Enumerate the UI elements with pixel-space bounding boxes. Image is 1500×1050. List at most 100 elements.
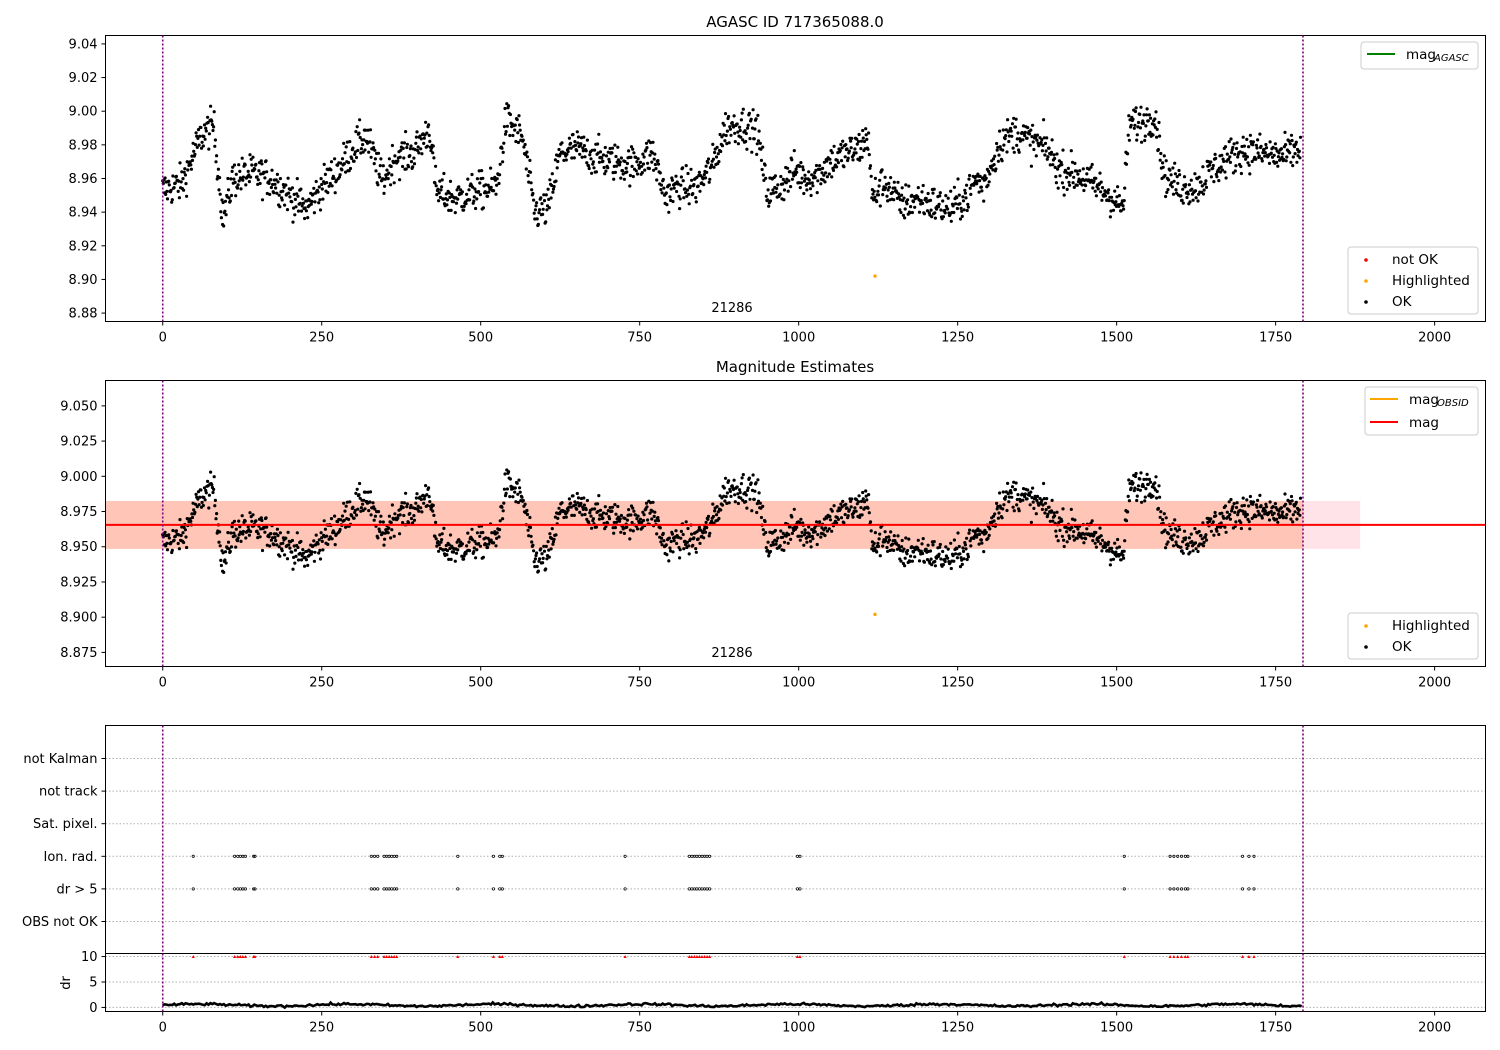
- ok-point: [183, 167, 187, 171]
- ok-point: [750, 509, 754, 513]
- ok-point: [564, 158, 568, 162]
- ok-point: [1201, 165, 1205, 169]
- ok-point: [299, 209, 304, 213]
- ok-point: [211, 128, 215, 133]
- ok-point: [1194, 547, 1198, 551]
- ok-point: [1136, 487, 1140, 492]
- ok-point: [924, 547, 928, 552]
- ok-point: [213, 144, 217, 148]
- ok-point: [860, 155, 864, 159]
- x-tick-label: 500: [468, 331, 493, 346]
- ok-point: [961, 195, 965, 199]
- ok-point: [386, 177, 390, 181]
- ok-point: [515, 481, 519, 485]
- ok-point: [1032, 506, 1036, 510]
- ok-point: [371, 501, 375, 505]
- ok-point: [1009, 491, 1013, 495]
- ok-point: [1190, 187, 1194, 191]
- ok-point: [264, 516, 268, 520]
- ok-point: [1071, 534, 1075, 538]
- ok-point: [273, 182, 277, 186]
- ok-point: [1235, 141, 1239, 145]
- ok-point: [902, 196, 906, 200]
- ok-point: [779, 174, 783, 179]
- ok-point: [1258, 132, 1262, 136]
- ok-point: [679, 175, 684, 179]
- ok-point: [573, 140, 577, 144]
- ok-point: [1166, 540, 1170, 544]
- ok-point: [415, 130, 419, 134]
- ok-point: [621, 169, 625, 173]
- ok-point: [644, 141, 649, 145]
- ok-point: [495, 183, 499, 187]
- ok-point: [1049, 150, 1054, 154]
- ok-point: [557, 147, 561, 152]
- flag-marker: [376, 887, 380, 891]
- ok-point: [771, 191, 776, 195]
- ok-point: [400, 501, 404, 505]
- ok-point: [653, 510, 657, 514]
- ok-point: [835, 521, 839, 525]
- ok-point: [428, 139, 432, 143]
- ok-point: [681, 179, 685, 183]
- agasc-points: [161, 102, 1303, 278]
- ok-point: [182, 188, 186, 192]
- flag-marker: [697, 887, 702, 891]
- ok-point: [399, 148, 403, 152]
- ok-point: [325, 534, 329, 538]
- mag-legend-label: mag: [1409, 415, 1439, 431]
- ok-point: [316, 542, 320, 546]
- ok-point: [920, 542, 924, 546]
- ok-point: [199, 146, 204, 150]
- ok-point: [730, 121, 734, 125]
- ok-point: [938, 191, 942, 195]
- ok-point: [1157, 484, 1161, 488]
- ok-point: [562, 158, 566, 162]
- ok-point: [422, 501, 426, 505]
- ok-point: [996, 516, 1001, 520]
- ok-point: [629, 145, 634, 149]
- ok-point: [457, 185, 461, 189]
- ok-point: [908, 559, 912, 564]
- ok-point: [487, 542, 491, 546]
- ok-point: [505, 487, 509, 491]
- ok-point: [233, 180, 237, 184]
- ok-point: [1291, 155, 1295, 159]
- ok-point: [1149, 116, 1153, 120]
- ok-point: [612, 177, 616, 181]
- ok-point: [472, 195, 476, 199]
- ok-point: [567, 136, 572, 140]
- ok-point: [1222, 159, 1226, 163]
- ok-point: [1133, 474, 1138, 479]
- ok-point: [1135, 133, 1139, 137]
- ok-point: [903, 556, 907, 560]
- ok-point: [247, 533, 251, 537]
- ok-point: [437, 191, 441, 195]
- ok-point: [343, 151, 347, 155]
- ok-point: [1171, 166, 1175, 170]
- ok-point: [830, 509, 834, 513]
- ok-point: [359, 506, 363, 510]
- ok-point: [781, 535, 785, 539]
- ok-point: [1272, 511, 1276, 515]
- ok-point: [1071, 181, 1075, 185]
- ok-point: [190, 512, 194, 516]
- ok-point: [418, 495, 422, 499]
- ok-point: [198, 134, 202, 138]
- ok-point: [628, 537, 632, 541]
- ok-point: [875, 550, 879, 554]
- mag-obsid-legend-sub: OBSID: [1437, 398, 1469, 409]
- ok-point: [1172, 179, 1176, 183]
- ok-point: [1076, 172, 1080, 176]
- ok-point: [749, 117, 753, 121]
- ok-point: [649, 141, 653, 145]
- ok-point: [1129, 123, 1133, 127]
- ok-point: [569, 146, 573, 150]
- ok-point: [982, 550, 986, 554]
- ok-point: [171, 528, 175, 533]
- ok-point: [342, 501, 346, 505]
- ok-point: [180, 170, 184, 174]
- y-tick-label: 8.96: [69, 172, 98, 187]
- ok-point: [613, 143, 617, 147]
- ok-point: [484, 536, 488, 540]
